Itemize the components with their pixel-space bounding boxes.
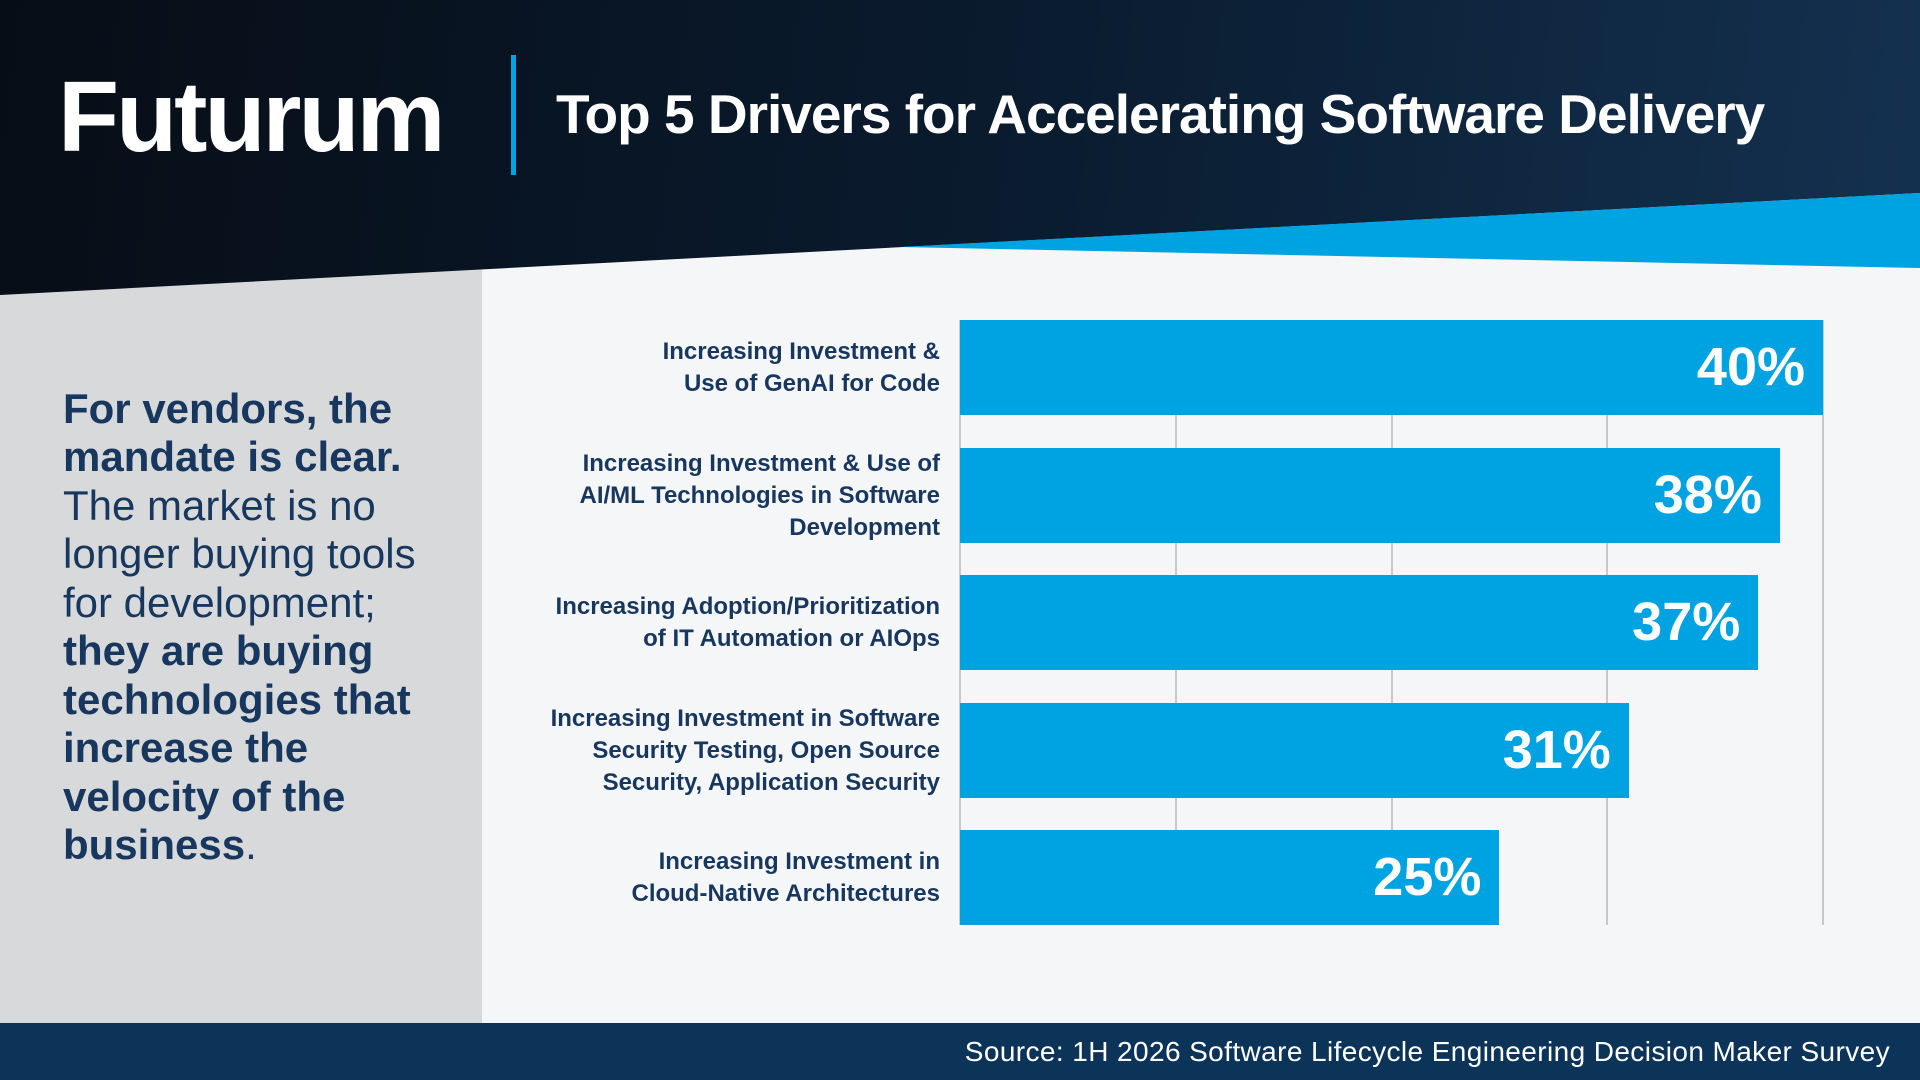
bar: 38% <box>960 448 1780 543</box>
bar: 37% <box>960 575 1759 670</box>
bar-value-label: 25% <box>1373 847 1482 907</box>
bar-value-label: 37% <box>1632 592 1741 652</box>
chart-gridline <box>1822 320 1824 925</box>
bar: 31% <box>960 703 1629 798</box>
source-text: Source: 1H 2026 Software Lifecycle Engin… <box>964 1036 1890 1067</box>
futurum-logo: Futurum <box>58 61 445 173</box>
category-label: Increasing Investment in Software Securi… <box>550 704 940 796</box>
bar-value-label: 31% <box>1502 720 1611 780</box>
bar-value-label: 38% <box>1653 465 1762 525</box>
category-label: Increasing Investment & Use of AI/ML Tec… <box>579 449 940 541</box>
page-title: Top 5 Drivers for Accelerating Software … <box>556 83 1765 145</box>
bar-value-label: 40% <box>1696 337 1805 397</box>
sidebar-lead-bold: For vendors, the mandate is clear. <box>63 384 402 481</box>
sidebar-period: . <box>245 821 257 868</box>
category-label: Increasing Investment & Use of GenAI for… <box>662 337 940 397</box>
category-label: Increasing Adoption/Prioritization of IT… <box>555 592 940 652</box>
sidebar-emphasis-bold: they are buying technologies that increa… <box>63 627 411 868</box>
bar: 40% <box>960 320 1823 415</box>
sidebar-text: For vendors, the mandate is clear. The m… <box>63 336 469 870</box>
sidebar-body-regular: The market is no longer buying tools for… <box>63 481 416 626</box>
footer-bar: Source: 1H 2026 Software Lifecycle Engin… <box>0 1023 1920 1080</box>
bar: 25% <box>960 830 1500 925</box>
header-divider-line <box>511 55 516 175</box>
category-label: Increasing Investment in Cloud-Native Ar… <box>631 847 940 907</box>
